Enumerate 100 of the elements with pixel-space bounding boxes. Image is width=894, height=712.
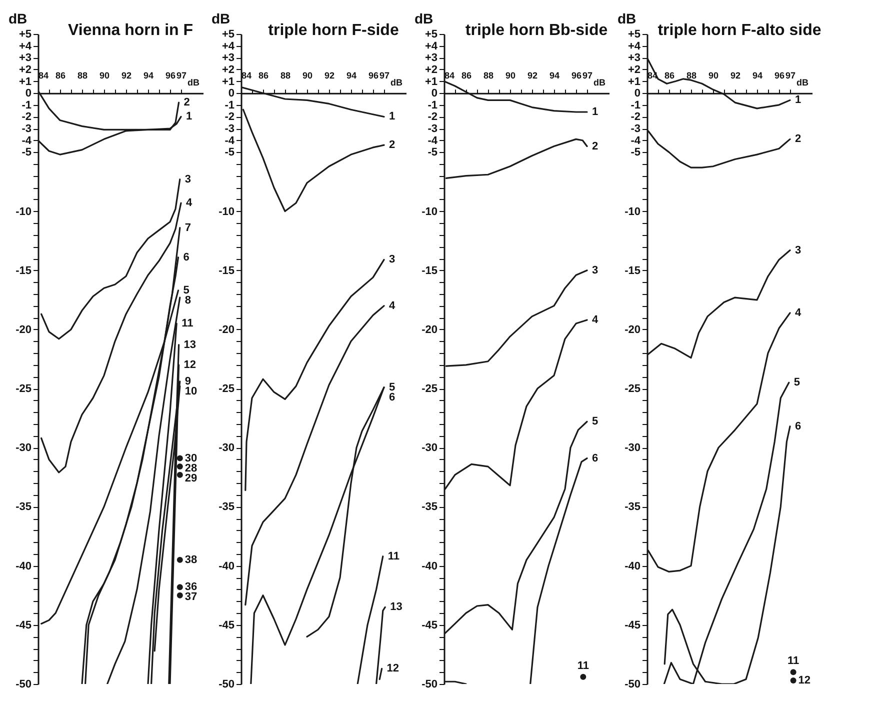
y-tick-label: +2	[18, 64, 32, 76]
series-label: 2	[184, 96, 190, 109]
series-label: 2	[592, 140, 598, 152]
y-tick-label: +1	[628, 76, 640, 88]
y-tick-label: 0	[634, 88, 640, 100]
y-tick-label: -35	[422, 501, 438, 514]
x-tick-label: 84	[242, 70, 252, 81]
series-label: 7	[184, 222, 192, 234]
y-tick-label: -40	[624, 560, 640, 572]
series-label: 5	[183, 284, 190, 296]
y-tick-label: -20	[422, 324, 438, 336]
series-label: 4	[592, 314, 599, 326]
chart-title: triple horn F-side	[268, 22, 399, 39]
series-label: 11	[787, 655, 800, 668]
x-tick-label: 86	[664, 70, 675, 81]
x-tick-label: 88	[280, 70, 291, 81]
y-tick-label: 0	[431, 88, 438, 100]
y-tick-label: -50	[16, 678, 32, 690]
y-tick-label: +5	[424, 28, 438, 40]
x-tick-label: 97	[176, 70, 187, 81]
y-tick-label: -50	[218, 678, 234, 690]
y-tick-label: -2	[428, 111, 438, 124]
series-label: 38	[184, 554, 198, 566]
y-tick-label: +1	[222, 76, 234, 88]
series-label: 2	[389, 139, 396, 152]
x-tick-label: 92	[730, 70, 741, 81]
series-label: 6	[183, 251, 190, 264]
y-tick-label: -45	[218, 619, 234, 632]
series-label: 2	[795, 133, 802, 146]
series-label: 12	[386, 662, 400, 675]
y-tick-label: -15	[16, 264, 32, 277]
x-tick-label: 90	[99, 70, 110, 81]
series-label: 29	[184, 472, 198, 484]
y-tick-label: -25	[422, 383, 438, 396]
chart-title: Vienna horn in F	[68, 22, 194, 39]
series-label: 5	[389, 381, 396, 394]
series-label: 5	[794, 376, 800, 389]
y-tick-label: +2	[628, 64, 640, 76]
series-label: 6	[389, 391, 396, 404]
y-tick-label: -25	[16, 383, 32, 396]
x-tick-label: 90	[505, 70, 516, 81]
x-tick-label: 94	[752, 70, 763, 81]
y-tick-label: -3	[224, 123, 234, 136]
y-tick-label: -35	[218, 501, 234, 514]
x-tick-label: 92	[527, 70, 538, 81]
x-tick-label: 97	[785, 70, 796, 81]
y-tick-label: -5	[22, 146, 32, 159]
y-tick-label: -10	[624, 206, 640, 218]
y-tick-label: -45	[624, 619, 640, 632]
x-tick-label: 97	[582, 70, 593, 81]
series-label: 12	[184, 358, 196, 371]
x-tick-label: 97	[379, 70, 390, 81]
series-label: 3	[389, 254, 396, 266]
x-tick-label: 94	[346, 70, 357, 81]
x-tick-label: 96	[165, 70, 176, 81]
y-tick-label: -20	[218, 324, 234, 336]
y-tick-label: +5	[222, 28, 234, 40]
y-tick-label: -10	[16, 206, 32, 218]
y-tick-label: -45	[422, 619, 438, 632]
y-tick-label: -30	[218, 442, 234, 454]
y-tick-label: -4	[428, 134, 438, 147]
y-tick-label: +3	[424, 52, 438, 64]
x-tick-label: 92	[324, 70, 335, 81]
x-tick-label: 96	[774, 70, 785, 81]
y-tick-label: -25	[624, 383, 640, 396]
y-tick-label: +4	[628, 40, 642, 52]
y-tick-label: +4	[222, 40, 236, 52]
y-tick-label: -2	[630, 111, 640, 124]
y-tick-label: -20	[16, 324, 32, 336]
x-tick-label: 90	[708, 70, 719, 81]
y-tick-label: -3	[22, 123, 32, 136]
x-tick-label: 86	[258, 70, 269, 81]
y-tick-label: +1	[18, 76, 32, 88]
series-label: 1	[795, 94, 802, 106]
series-label: 28	[184, 462, 198, 474]
series-label: 1	[592, 106, 598, 118]
series-label: 3	[184, 173, 192, 186]
x-tick-label: 96	[368, 70, 379, 81]
series-label: 1	[186, 110, 192, 123]
x-tick-label: 86	[55, 70, 66, 81]
series-label: 11	[388, 550, 400, 562]
series-label: 36	[184, 581, 198, 594]
y-tick-label: +4	[18, 40, 32, 52]
x-tick-label: 92	[121, 70, 132, 81]
series-label: 11	[577, 660, 589, 672]
y-tick-label: -20	[624, 324, 640, 336]
x-tick-label: 94	[549, 70, 560, 81]
series-label: 4	[389, 300, 396, 312]
y-tick-label: -30	[624, 442, 640, 454]
chart-title: triple horn F-alto side	[658, 22, 822, 39]
y-tick-label: +3	[18, 52, 32, 64]
y-tick-label: -2	[22, 111, 32, 124]
y-tick-label: -5	[630, 146, 640, 159]
y-tick-label: -45	[16, 619, 32, 632]
y-tick-label: +2	[222, 64, 234, 76]
x-tick-label: 84	[38, 70, 49, 81]
y-tick-label: -5	[224, 146, 234, 159]
y-tick-label: +5	[628, 28, 640, 40]
y-tick-label: -5	[428, 146, 438, 159]
chart-title: triple horn Bb-side	[465, 22, 608, 39]
